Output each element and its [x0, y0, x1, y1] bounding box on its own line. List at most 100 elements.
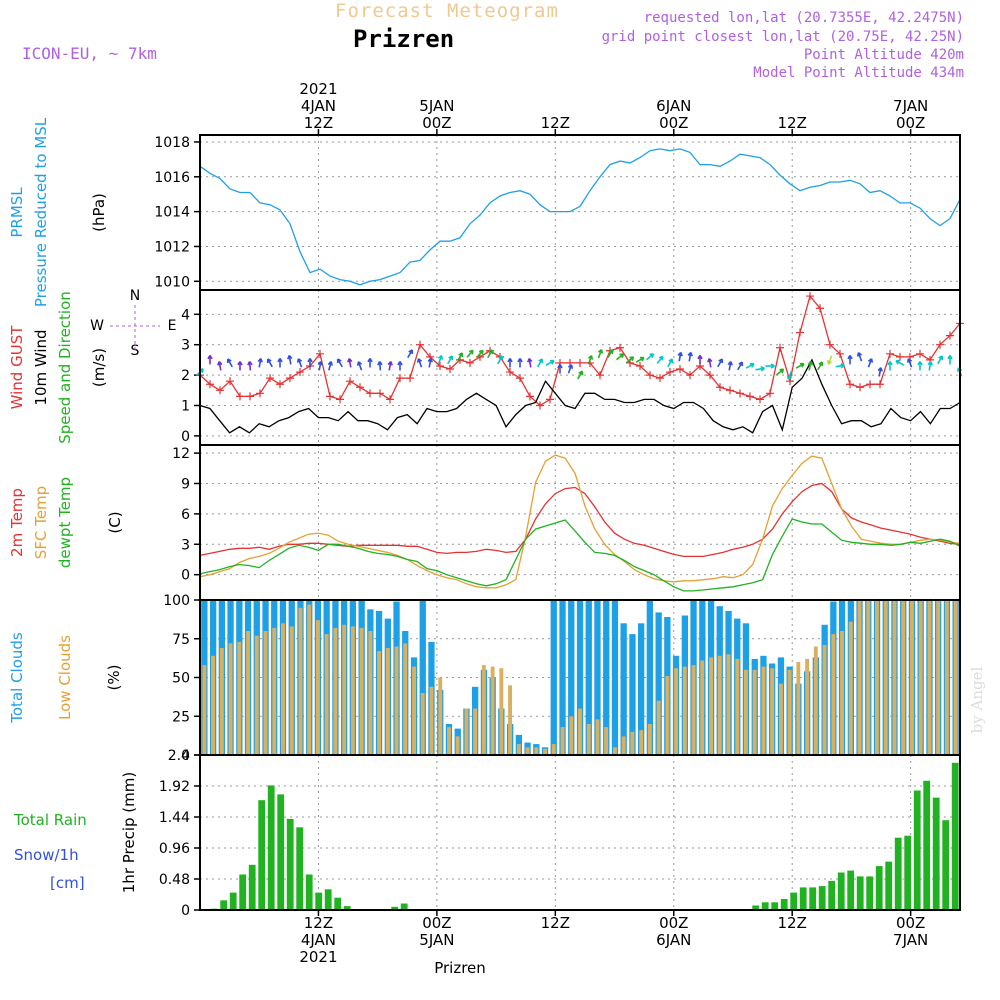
gust-marker	[506, 368, 514, 377]
bar-clouds-1	[709, 657, 713, 755]
gust-marker	[856, 383, 864, 392]
wind-arrow-head	[856, 352, 863, 357]
wind-arrow-head	[658, 355, 664, 361]
bar-clouds-1	[910, 600, 914, 755]
gust-marker	[776, 343, 784, 352]
wind-arrow-head	[760, 366, 765, 372]
time-label-top: 4JAN	[301, 97, 336, 115]
axis-label: PRMSL	[8, 187, 26, 238]
series-line-1	[199, 454, 961, 589]
wind-arrow-head	[578, 370, 584, 376]
bar-precip-0	[248, 864, 256, 910]
bar-precip-0	[315, 892, 323, 910]
time-label-top: 00Z	[422, 114, 451, 132]
y-tick-label: 1.92	[159, 779, 190, 795]
wind-arrow-head	[799, 362, 805, 368]
bar-clouds-1	[473, 708, 478, 755]
gust-marker	[326, 392, 334, 401]
wind-arrow-head	[917, 361, 923, 366]
axis-label: Total Clouds	[8, 632, 26, 724]
bar-clouds-1	[700, 660, 705, 755]
gust-marker	[866, 380, 874, 389]
wind-arrow-head	[387, 361, 393, 366]
wind-arrow-head	[549, 359, 555, 365]
wind-arrow-head	[927, 361, 933, 366]
bar-clouds-1	[316, 620, 320, 755]
wind-arrow-head	[727, 361, 733, 366]
wind-arrow-head	[408, 349, 414, 354]
bar-precip-0	[885, 861, 893, 910]
wind-arrow-head	[786, 375, 793, 380]
bar-clouds-1	[717, 655, 722, 755]
bar-precip-0	[932, 797, 940, 910]
credit-watermark: by Angel	[968, 666, 986, 733]
precip-side-label: Snow/1h	[14, 846, 79, 864]
wind-arrow-head	[427, 357, 433, 363]
wind-arrow-head	[619, 353, 625, 359]
wind-arrow-head	[327, 361, 334, 366]
footer-location: Prizren	[434, 959, 486, 977]
y-tick-label: 9	[181, 476, 190, 492]
wind-arrow-head	[247, 361, 253, 366]
wind-arrow-head	[538, 358, 544, 364]
y-tick-label: 0	[181, 748, 190, 764]
time-label-top: 00Z	[896, 114, 925, 132]
bar-precip-0	[809, 887, 817, 910]
y-tick-label: 4	[181, 307, 190, 323]
gust-marker	[316, 349, 324, 358]
bar-precip-0	[343, 906, 351, 910]
bar-clouds-0	[603, 600, 610, 755]
bar-clouds-1	[918, 600, 923, 755]
bar-precip-0	[277, 794, 285, 910]
gust-marker	[636, 361, 644, 370]
y-tick-label: 6	[181, 507, 190, 523]
gust-marker	[436, 361, 444, 370]
model-altitude: Model Point Altitude 434m	[753, 65, 964, 81]
bar-clouds-1	[674, 668, 678, 755]
wind-arrow-head	[367, 358, 373, 363]
panel-precip: 0 0.48 0.96 1.44 1.92 2.4 1hr Precip (mm) Total…	[13, 748, 961, 919]
bar-clouds-1	[447, 727, 451, 755]
bar-precip-0	[305, 874, 313, 910]
bar-clouds-1	[298, 607, 303, 756]
gust-marker	[896, 352, 904, 361]
gust-marker	[656, 374, 664, 383]
bar-clouds-1	[639, 730, 644, 755]
wind-arrow-head	[207, 354, 213, 360]
wind-arrow-head	[468, 349, 474, 355]
wind-arrow-head	[287, 354, 293, 360]
bar-clouds-1	[272, 627, 277, 755]
bar-clouds-1	[761, 666, 766, 755]
wind-arrow-head	[649, 353, 655, 359]
gust-marker	[676, 365, 684, 374]
time-label-top: 12Z	[778, 114, 807, 132]
bar-clouds-1	[211, 655, 215, 755]
bar-clouds-1	[412, 666, 416, 755]
y-tick-label: 0.48	[159, 872, 190, 888]
panel-frame	[199, 134, 961, 291]
bar-clouds-1	[805, 658, 810, 755]
bar-precip-0	[780, 899, 788, 910]
bar-clouds-1	[857, 600, 862, 755]
bar-precip-0	[286, 818, 294, 910]
wind-arrow-head	[317, 361, 323, 366]
axis-label: (%)	[105, 665, 123, 691]
model-label: ICON-EU, ~ 7km	[22, 44, 157, 63]
wind-arrow-head	[377, 361, 383, 366]
axis-label: (hPa)	[90, 193, 108, 232]
gust-marker	[646, 371, 654, 380]
bar-clouds-1	[578, 708, 582, 755]
bar-clouds-1	[621, 736, 626, 755]
bar-clouds-1	[927, 600, 932, 755]
wind-arrow-head	[639, 356, 645, 362]
gust-marker	[236, 392, 244, 401]
time-label-bottom: 2021	[299, 948, 337, 966]
bar-precip-0	[267, 785, 275, 910]
bar-clouds-1	[779, 683, 783, 755]
panel-frame	[199, 444, 961, 601]
time-label-top: 2021	[299, 80, 337, 98]
time-label-top: 12Z	[304, 114, 333, 132]
gust-marker	[716, 383, 724, 392]
wind-arrow-head	[749, 362, 755, 368]
